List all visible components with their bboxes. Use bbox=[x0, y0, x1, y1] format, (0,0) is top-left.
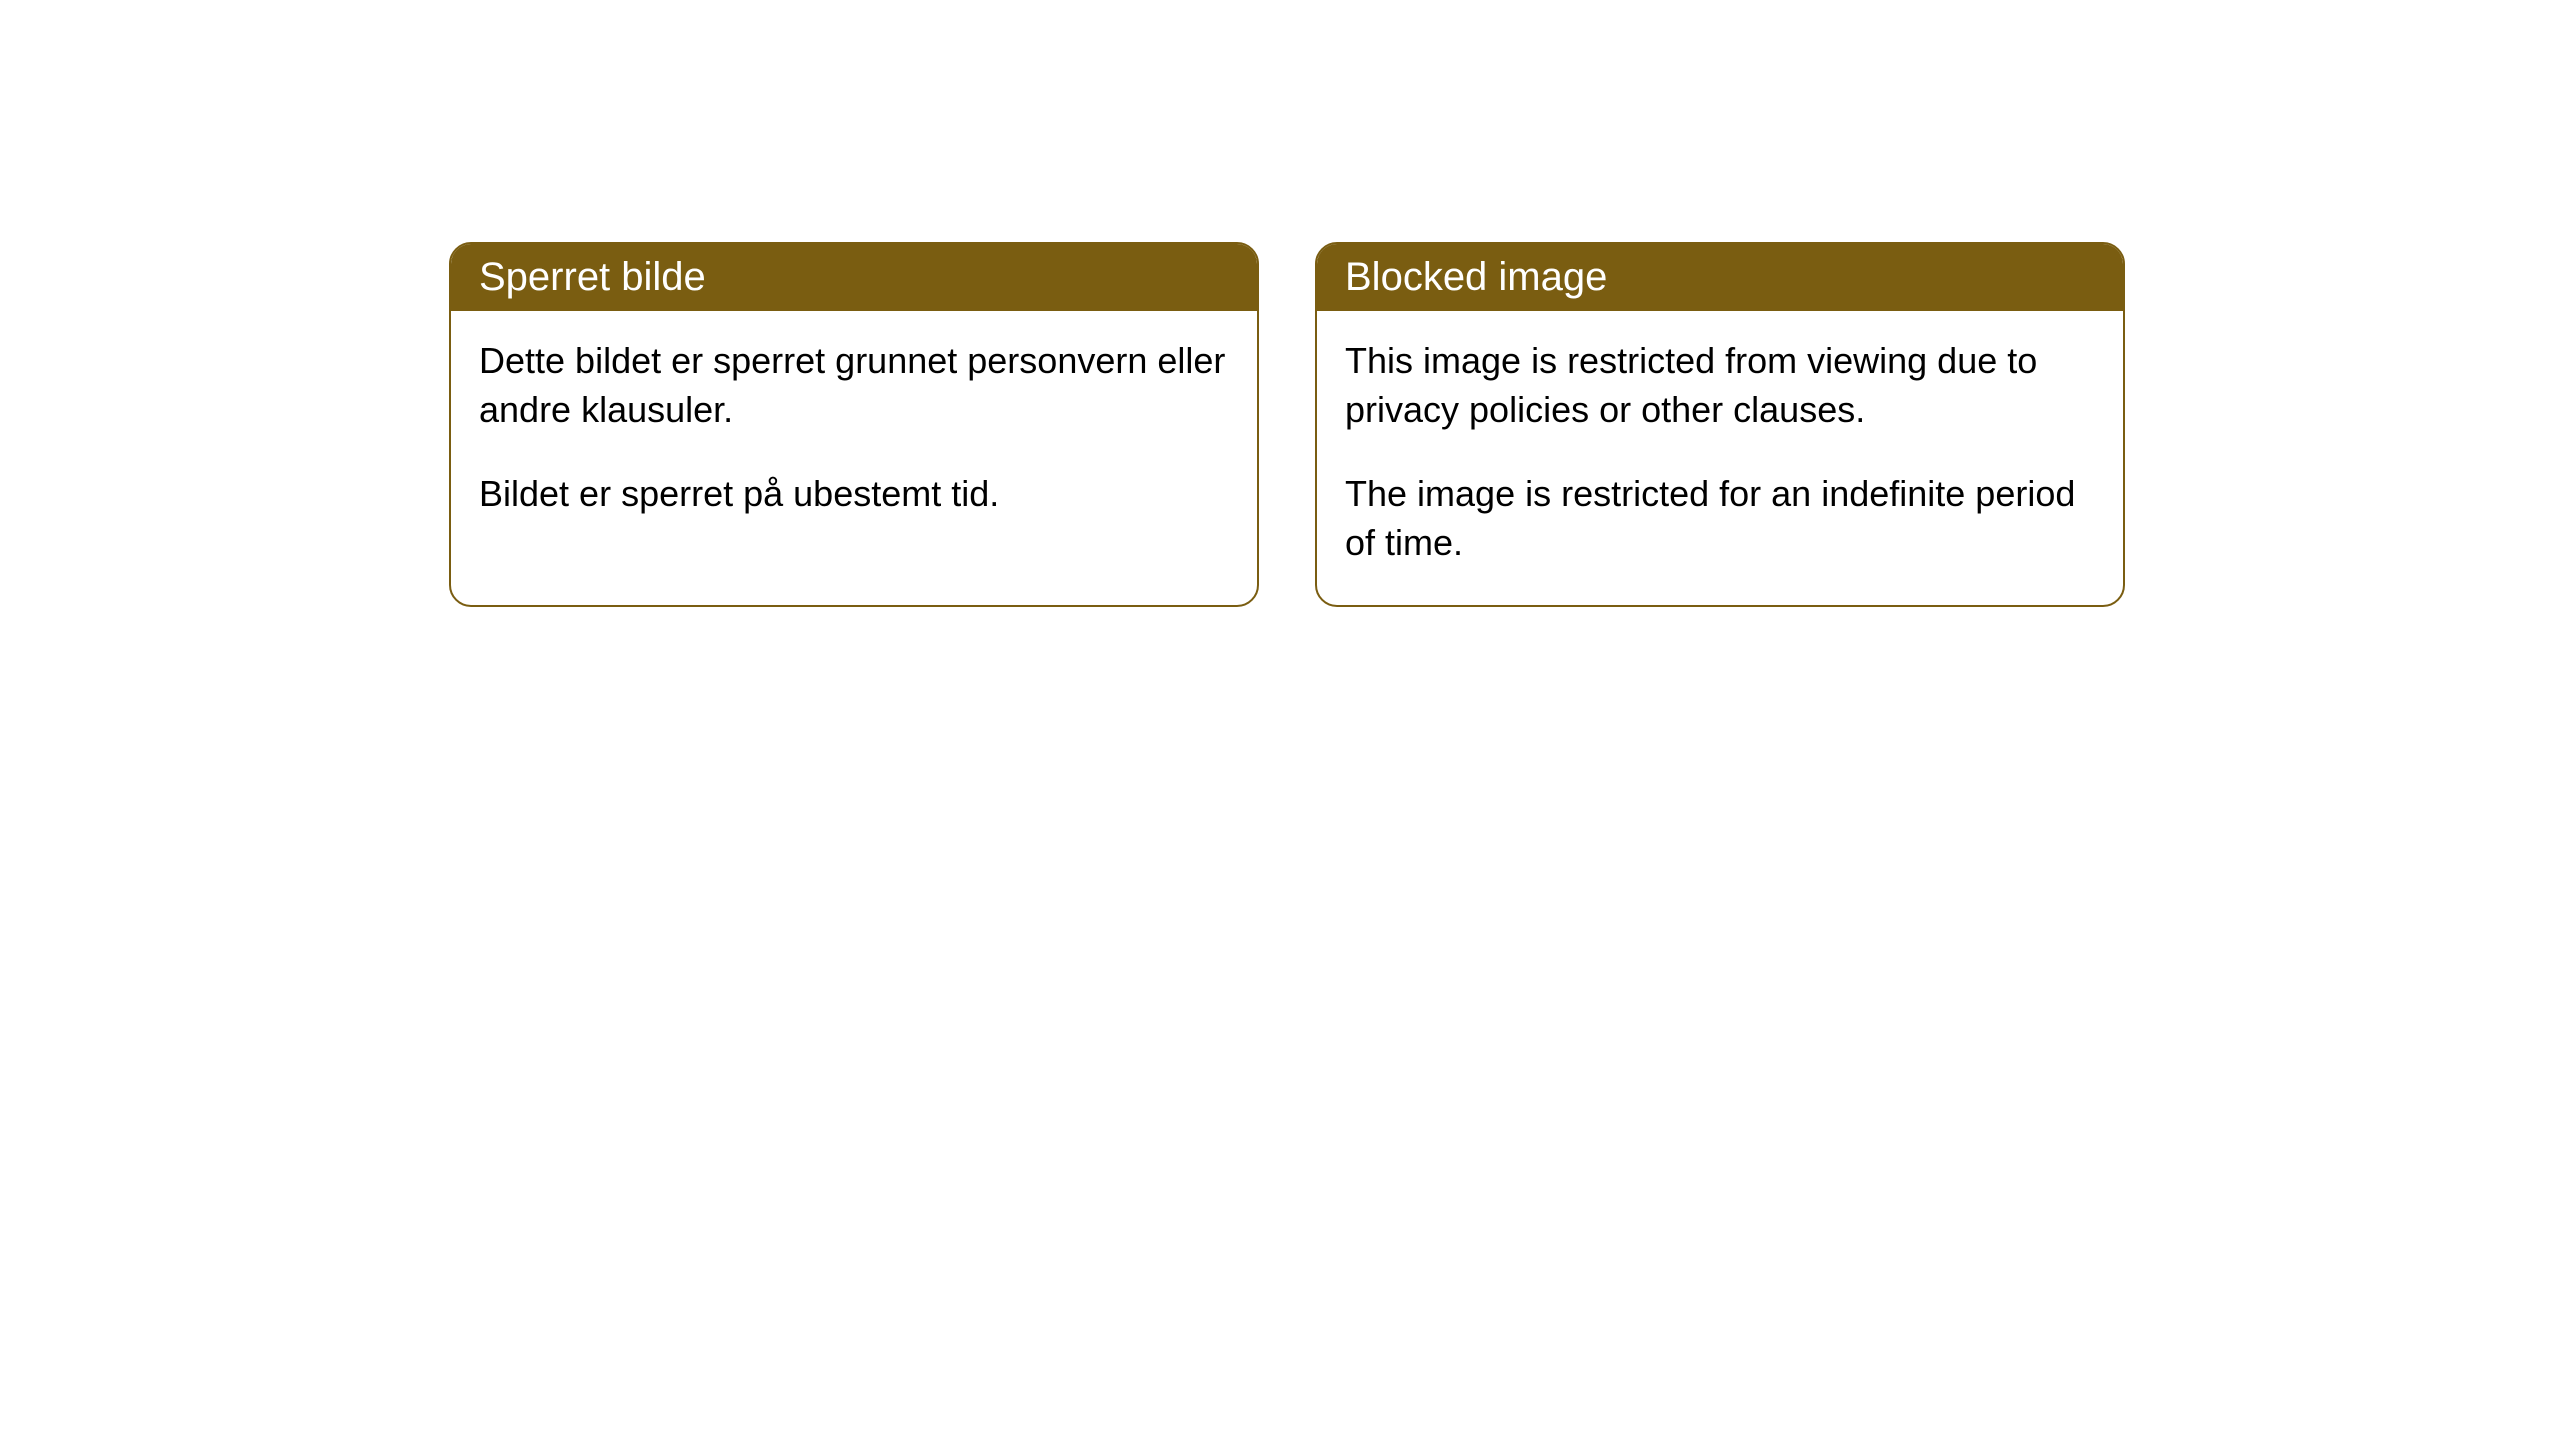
card-paragraph: Bildet er sperret på ubestemt tid. bbox=[479, 470, 1229, 519]
notice-card-english: Blocked image This image is restricted f… bbox=[1315, 242, 2125, 607]
notice-cards-container: Sperret bilde Dette bildet er sperret gr… bbox=[0, 0, 2560, 607]
card-header: Blocked image bbox=[1317, 244, 2123, 311]
card-paragraph: Dette bildet er sperret grunnet personve… bbox=[479, 337, 1229, 434]
card-title: Sperret bilde bbox=[479, 255, 706, 299]
card-title: Blocked image bbox=[1345, 255, 1607, 299]
notice-card-norwegian: Sperret bilde Dette bildet er sperret gr… bbox=[449, 242, 1259, 607]
card-paragraph: The image is restricted for an indefinit… bbox=[1345, 470, 2095, 567]
card-body: Dette bildet er sperret grunnet personve… bbox=[451, 311, 1257, 557]
card-body: This image is restricted from viewing du… bbox=[1317, 311, 2123, 605]
card-paragraph: This image is restricted from viewing du… bbox=[1345, 337, 2095, 434]
card-header: Sperret bilde bbox=[451, 244, 1257, 311]
